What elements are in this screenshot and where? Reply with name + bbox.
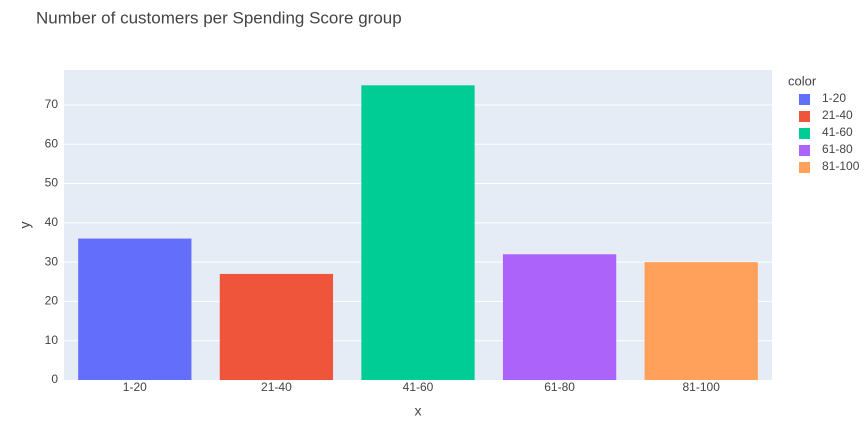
- bar: [361, 85, 475, 381]
- y-tick-label: 30: [45, 254, 59, 268]
- legend-swatch: [799, 111, 810, 122]
- bar: [502, 254, 617, 380]
- legend-swatch: [799, 128, 810, 139]
- chart-title: Number of customers per Spending Score g…: [36, 8, 402, 27]
- y-tick-label: 10: [45, 333, 59, 347]
- y-tick-label: 50: [45, 176, 59, 190]
- y-tick-label: 20: [45, 294, 59, 308]
- y-tick-label: 40: [45, 215, 59, 229]
- legend-label: 21-40: [822, 108, 853, 122]
- legend-title: color: [788, 73, 817, 88]
- legend-label: 41-60: [822, 125, 853, 139]
- bar: [644, 262, 758, 380]
- y-tick-label: 0: [51, 372, 58, 386]
- legend-swatch: [799, 145, 810, 156]
- legend-label: 1-20: [822, 91, 846, 105]
- y-tick-label: 70: [45, 97, 59, 111]
- legend-swatch: [799, 162, 810, 173]
- legend-swatch: [799, 94, 810, 105]
- x-tick-label: 41-60: [403, 380, 434, 394]
- legend-label: 61-80: [822, 142, 853, 156]
- x-tick-label: 81-100: [683, 380, 721, 394]
- legend-label: 81-100: [822, 159, 860, 173]
- x-tick-label: 21-40: [261, 380, 292, 394]
- y-tick-label: 60: [45, 136, 59, 150]
- x-axis-title: x: [415, 403, 422, 419]
- y-axis-title: y: [17, 222, 33, 229]
- x-tick-label: 61-80: [544, 380, 575, 394]
- bar: [78, 238, 192, 380]
- bar: [219, 273, 334, 380]
- x-tick-label: 1-20: [123, 380, 147, 394]
